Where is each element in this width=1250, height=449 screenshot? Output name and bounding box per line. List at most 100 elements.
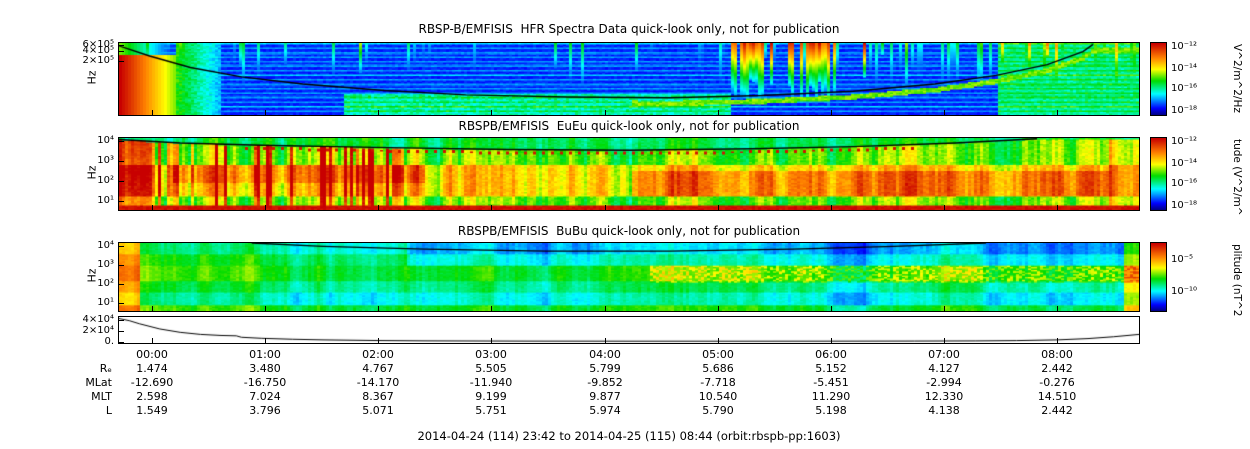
x-tick-mark [378,205,379,210]
time-tick-label: 07:00 [928,348,960,361]
bubu-colorbar-unit: plitude (nT^2 [1231,244,1243,317]
ephemeris-value: -11.940 [469,376,513,389]
y-tick-label: 10⁴ [97,135,114,147]
y-tick-label: 10² [97,175,114,187]
x-tick-mark [152,205,153,210]
colorbar-tick-label: 10⁻¹⁰ [1171,286,1198,298]
y-tick-mark [119,181,124,182]
x-tick-mark [944,338,945,343]
x-tick-mark [378,110,379,115]
colorbar-tick-label: 10⁻¹⁶ [1171,83,1198,95]
ephemeris-value: 5.751 [475,404,507,417]
y-tick-label: 2×10⁵ [82,54,114,66]
hfr-panel-title: RBSP-B/EMFISIS HFR Spectra Data quick-lo… [418,22,840,36]
x-tick-mark [831,338,832,343]
ephemeris-value: 1.549 [136,404,168,417]
x-tick-mark [491,205,492,210]
ephemeris-value: 5.799 [589,362,621,375]
x-tick-mark [718,306,719,311]
colorbar-tick-label: 10⁻⁵ [1171,253,1194,265]
bubu-panel-title: RBSPB/EMFISIS BuBu quick-look only, not … [457,224,801,238]
colorbar-tick-label: 10⁻¹⁶ [1171,178,1198,190]
ephemeris-value: 8.367 [362,390,394,403]
ephemeris-value: 5.505 [475,362,507,375]
x-tick-mark [944,110,945,115]
ephemeris-value: 4.138 [928,404,960,417]
ephemeris-value: 2.598 [136,390,168,403]
y-tick-mark [119,246,124,247]
colorbar-tick-label: 10⁻¹⁴ [1171,62,1198,74]
x-tick-mark [831,306,832,311]
x-tick-mark [265,306,266,311]
ephemeris-row-label: MLT [91,390,112,403]
ephemeris-value: 5.790 [702,404,734,417]
eueu-panel-title: RBSPB/EMFISIS EuEu quick-look only, not … [458,119,800,133]
time-tick-label: 03:00 [475,348,507,361]
bubu-spectrogram-canvas [118,242,1140,312]
time-range-caption: 2014-04-24 (114) 23:42 to 2014-04-25 (11… [417,429,841,443]
ephemeris-value: -14.170 [356,376,400,389]
y-tick-label: 10¹ [97,296,114,308]
ephemeris-value: -16.750 [243,376,287,389]
x-tick-mark [378,338,379,343]
ephemeris-value: 11.290 [811,390,851,403]
time-tick-label: 04:00 [589,348,621,361]
x-tick-mark [1057,306,1058,311]
x-tick-mark [605,338,606,343]
time-tick-label: 08:00 [1041,348,1073,361]
x-tick-mark [491,110,492,115]
eueu-spectrogram-canvas [118,137,1140,211]
time-tick-label: 02:00 [362,348,394,361]
x-tick-mark [718,110,719,115]
x-tick-mark [605,110,606,115]
colorbar-tick-label: 10⁻¹⁸ [1171,199,1198,211]
x-tick-mark [1057,338,1058,343]
y-tick-label: 2×10⁴ [82,325,114,337]
ephemeris-value: 7.024 [249,390,281,403]
x-tick-mark [152,338,153,343]
ephemeris-value: -12.690 [130,376,174,389]
x-tick-mark [378,306,379,311]
x-tick-mark [605,306,606,311]
ephemeris-value: 5.152 [815,362,847,375]
ephemeris-value: -0.276 [1039,376,1075,389]
ephemeris-value: 4.767 [362,362,394,375]
x-tick-mark [605,205,606,210]
colorbar-tick-label: 10⁻¹⁴ [1171,157,1198,169]
x-tick-mark [718,205,719,210]
y-tick-mark [119,265,124,266]
time-tick-label: 00:00 [136,348,168,361]
hfr-colorbar [1150,42,1167,116]
y-tick-label: 6×10⁵ [82,38,114,50]
x-tick-mark [944,205,945,210]
y-tick-label: 0. [104,336,114,348]
y-tick-mark [119,61,124,62]
colorbar-tick-label: 10⁻¹⁸ [1171,104,1198,116]
y-tick-mark [119,201,124,202]
y-tick-label: 10³ [97,155,114,167]
x-tick-mark [265,205,266,210]
colorbar-tick-label: 10⁻¹² [1171,41,1198,53]
y-tick-mark [119,45,124,46]
y-tick-label: 4×10⁴ [82,313,114,325]
x-tick-mark [831,205,832,210]
time-tick-label: 06:00 [815,348,847,361]
ephemeris-row-label: L [105,404,112,417]
ephemeris-value: 9.877 [589,390,621,403]
x-tick-mark [491,338,492,343]
x-tick-mark [1057,110,1058,115]
ephemeris-row-label: MLat [85,376,112,389]
hfr-spectrogram-canvas [118,42,1140,116]
y-tick-label: 10² [97,278,114,289]
y-tick-mark [119,284,124,285]
ephemeris-value: 2.442 [1041,404,1073,417]
time-tick-label: 05:00 [702,348,734,361]
colorbar-tick-label: 10⁻¹² [1171,136,1198,148]
ephemeris-line-plot-canvas [118,316,1140,344]
ephemeris-value: 1.474 [136,362,168,375]
eueu-colorbar [1150,137,1167,211]
ephemeris-value: -5.451 [813,376,849,389]
y-tick-mark [119,161,124,162]
x-tick-mark [152,306,153,311]
y-tick-mark [119,331,124,332]
